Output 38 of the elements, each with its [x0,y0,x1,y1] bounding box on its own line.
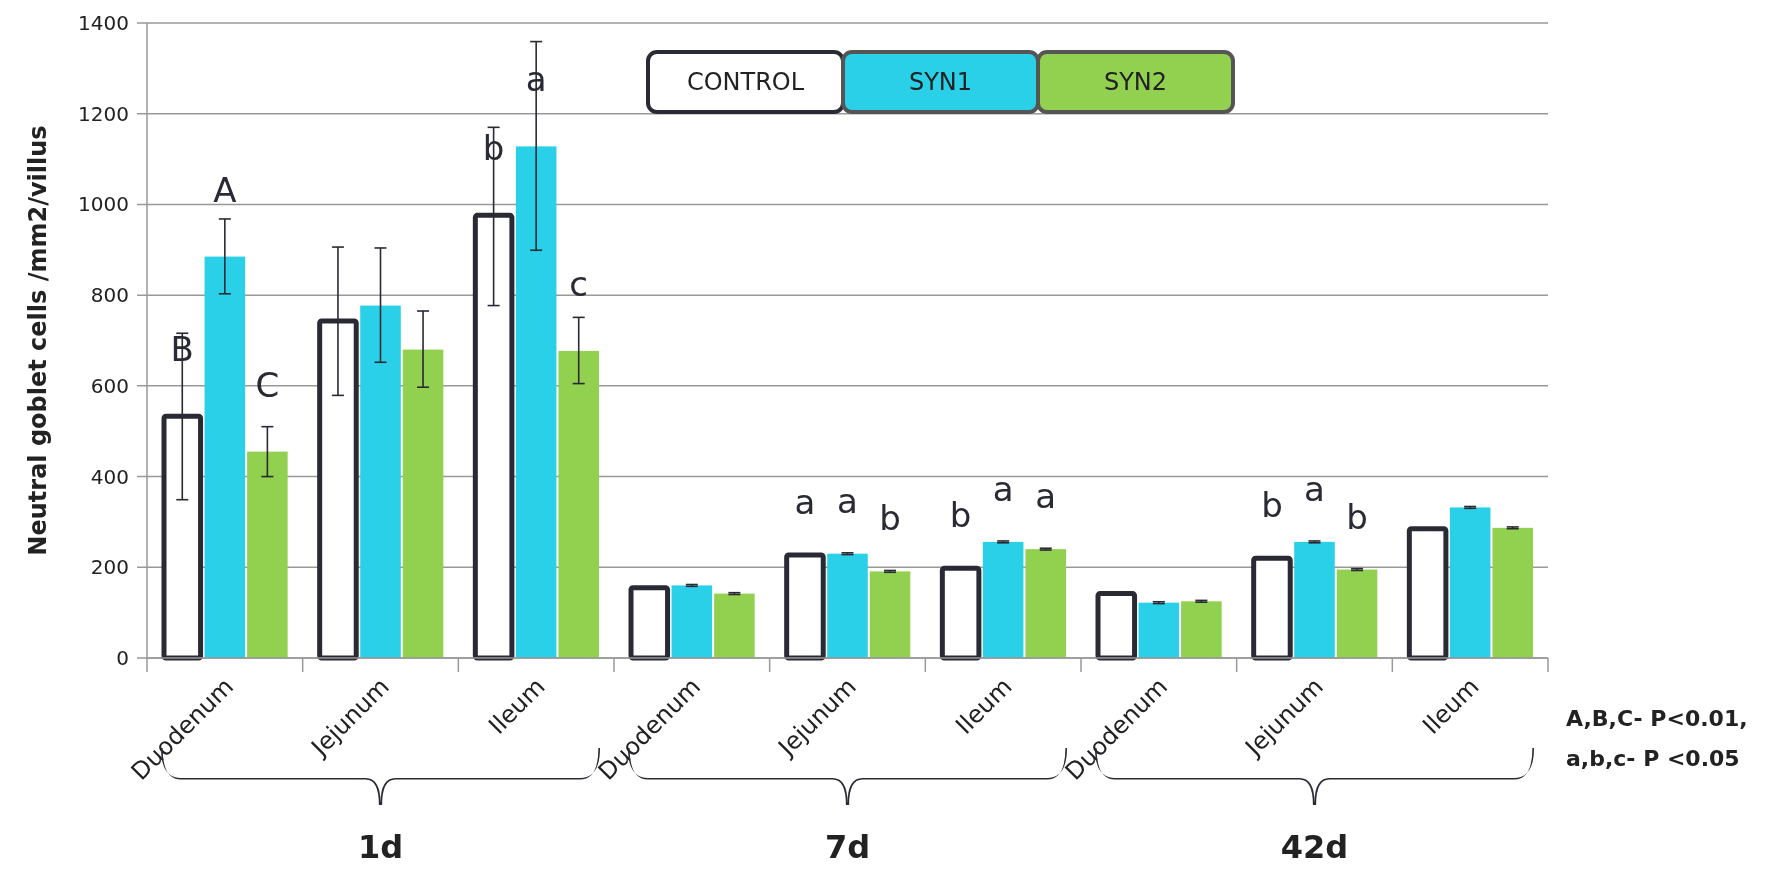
data-label: b [1346,496,1368,537]
text: CONTROL [686,68,805,97]
text: 42d [1280,828,1349,866]
y-tick-label: 400 [90,464,129,489]
bar [1181,601,1222,658]
text: 7d [824,828,871,866]
text: SYN2 [1103,68,1168,97]
data-label: b [949,495,972,536]
bar [402,349,444,658]
text: A,B,C- P<0.01, a,b,c- P <0.05 [1566,706,1748,771]
data-label: a [992,468,1014,509]
y-tick-label: 1000 [78,192,129,217]
bar [247,451,288,658]
bar [558,350,599,658]
data-label: b [1261,485,1283,526]
data-label: a [1304,468,1325,509]
y-tick-label: 1200 [78,101,129,126]
bar [360,305,401,658]
data-label: C [255,364,280,405]
data-label: A [213,169,237,210]
data-label: a [794,482,816,523]
y-tick-label: 1400 [78,11,129,35]
bar [1025,549,1066,658]
data-label: a [837,480,858,521]
data-label: b [879,498,901,539]
y-tick-label: 600 [90,373,129,398]
y-axis-title: Neutral goblet cells /mm2/villus [24,125,52,556]
bar [1336,569,1378,658]
text: 1d [357,828,404,866]
y-tick-label: 800 [90,283,129,308]
bar [1492,527,1533,658]
data-label: c [569,263,589,304]
y-tick-label: 200 [90,555,129,580]
text: SYN1 [908,68,973,97]
bar [714,593,755,658]
data-label: a [1035,476,1057,517]
bar [869,571,911,658]
y-tick-label: 0 [116,646,129,670]
